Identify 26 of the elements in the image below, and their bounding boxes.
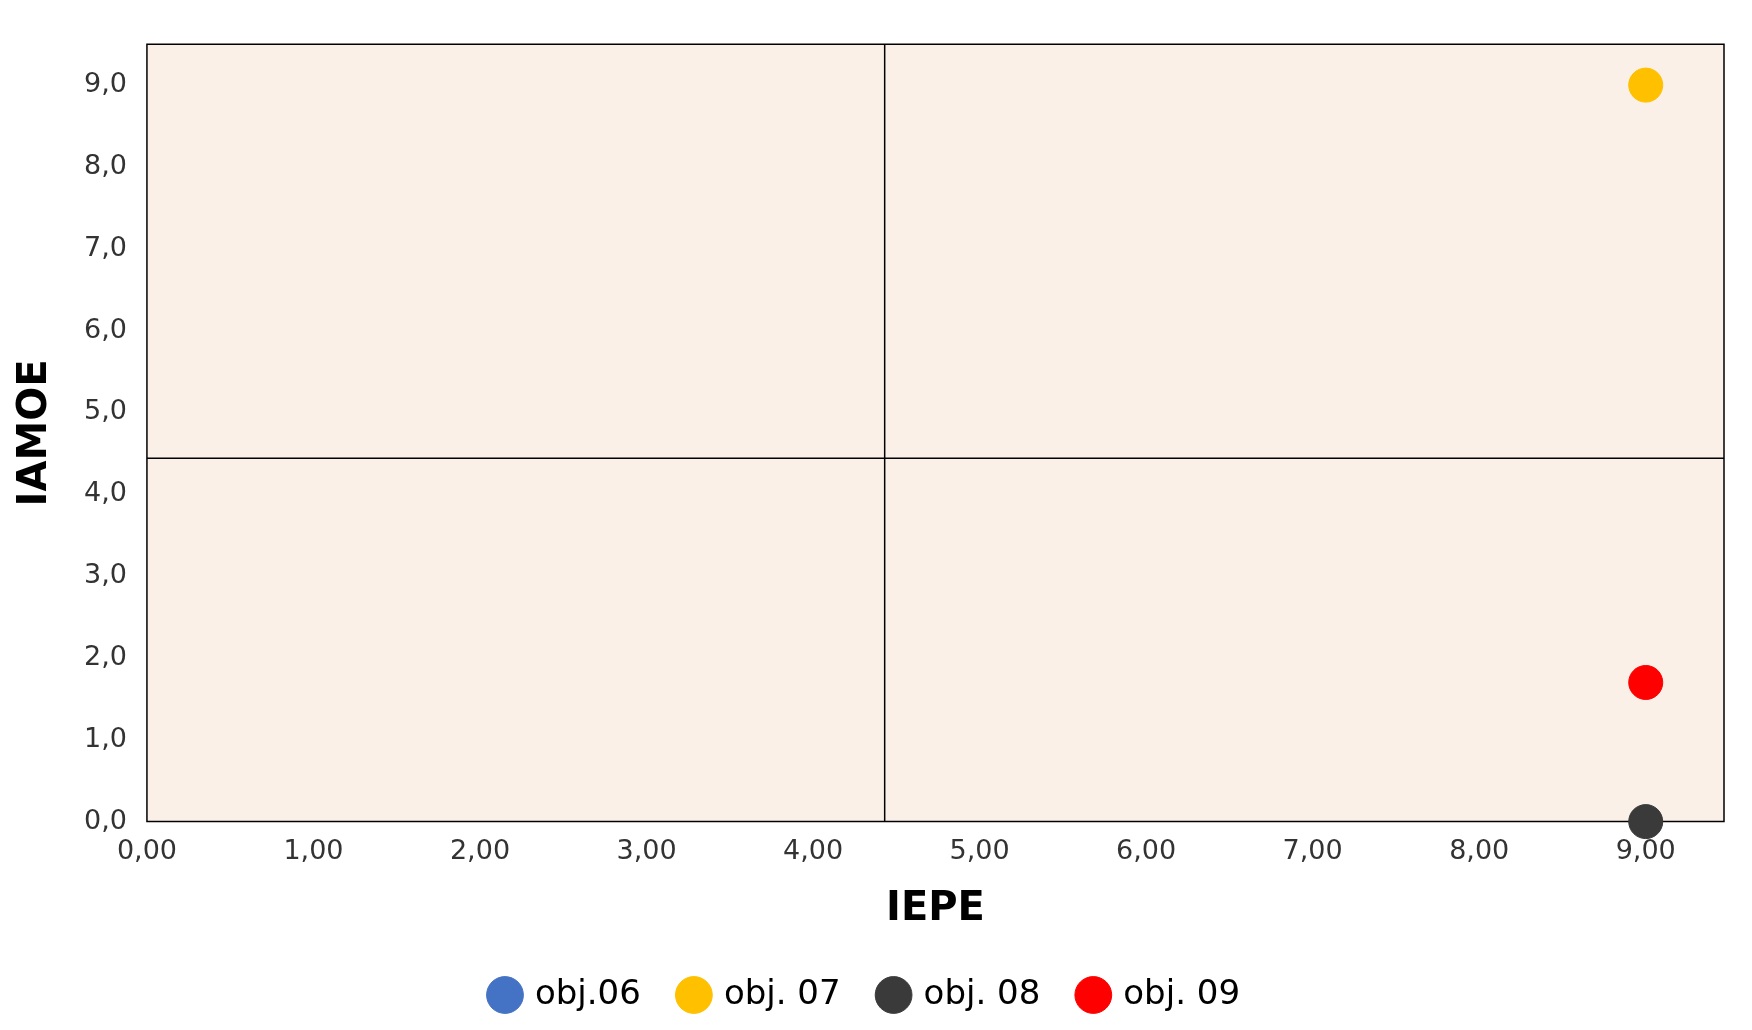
x-tick-label: 8,00: [1449, 833, 1510, 865]
y-tick-label: 3,0: [83, 558, 127, 590]
x-tick-label: 4,00: [783, 833, 844, 865]
legend-label: obj. 07: [723, 971, 841, 1012]
x-tick-label: 1,00: [283, 833, 344, 865]
x-tick-label: 9,00: [1615, 833, 1676, 865]
legend-label: obj.06: [534, 971, 641, 1012]
y-tick-label: 4,0: [83, 476, 127, 508]
x-tick-label: 5,00: [949, 833, 1010, 865]
y-tick-label: 7,0: [83, 230, 127, 262]
y-tick-label: 5,0: [83, 394, 127, 426]
x-tick-label: 6,00: [1116, 833, 1177, 865]
y-tick-label: 1,0: [83, 721, 127, 753]
legend-label: obj. 08: [923, 971, 1041, 1012]
x-tick-label: 0,00: [116, 833, 177, 865]
x-tick-label: 7,00: [1282, 833, 1343, 865]
y-tick-label: 2,0: [83, 639, 127, 671]
x-axis-title: IEPE: [886, 883, 985, 930]
y-tick-label: 8,0: [83, 148, 127, 180]
x-tick-label: 2,00: [449, 833, 511, 865]
legend-label: obj. 09: [1123, 971, 1241, 1012]
y-axis-title: IAMOE: [9, 359, 56, 507]
x-tick-label: 3,00: [616, 833, 677, 865]
y-tick-label: 0,0: [83, 803, 127, 835]
y-tick-label: 6,0: [83, 312, 127, 344]
y-tick-label: 9,0: [83, 67, 127, 99]
